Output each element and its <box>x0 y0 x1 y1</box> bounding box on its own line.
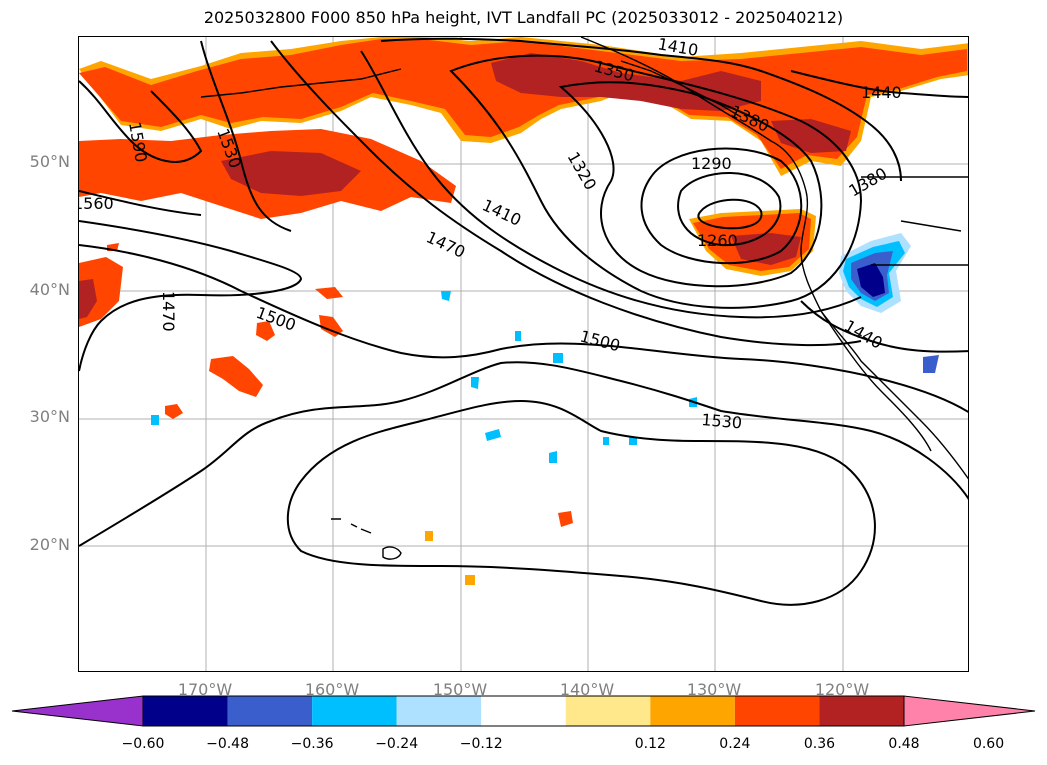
neg-small-4 <box>549 451 557 463</box>
colorbar-segment <box>227 696 313 726</box>
contour-label: 1320 <box>564 149 601 194</box>
lon-label-150w: 150°W <box>432 680 488 699</box>
colorbar-tick-label: 0.36 <box>803 736 836 752</box>
colorbar-segment <box>819 696 904 726</box>
contour-1320 <box>640 147 803 265</box>
red-band-north <box>79 39 967 169</box>
map-title: 2025032800 F000 850 hPa height, IVT Land… <box>203 8 844 27</box>
lon-label-140w: 140°W <box>559 680 615 699</box>
colorbar-tick-label: 0.48 <box>888 736 920 752</box>
patch-orange-8 <box>425 531 433 541</box>
west-edge-deep-red <box>79 279 97 319</box>
neg-small-3 <box>485 429 501 441</box>
patch-orange-2 <box>256 321 275 341</box>
contour-1500 <box>79 244 968 413</box>
colorbar-segment <box>396 696 482 726</box>
patch-orange-4 <box>315 287 343 299</box>
contour-label: 1500 <box>578 327 622 356</box>
neg-navy <box>857 263 885 297</box>
height-contours <box>79 37 968 606</box>
aleutians <box>200 68 402 98</box>
contour-label: 1440 <box>861 83 902 102</box>
contour-label: 1470 <box>423 227 468 261</box>
deep-red-band-ne <box>771 119 851 153</box>
colorbar-tick-label: −0.24 <box>375 736 419 752</box>
contour-1290 <box>677 172 782 247</box>
alaska-islands <box>620 60 742 118</box>
contour-label: 1560 <box>79 194 114 213</box>
neg-small-7 <box>603 437 609 445</box>
colorbar-segment <box>734 696 820 726</box>
colorbar-tick-label: −0.12 <box>459 736 503 752</box>
lon-label-160w: 160°W <box>304 680 360 699</box>
contour-label: 1290 <box>691 154 732 173</box>
colorbar-tick-label: −0.48 <box>206 736 249 752</box>
contour-label: 1410 <box>656 37 699 60</box>
colorbar-segment <box>312 696 397 726</box>
baja <box>820 310 932 452</box>
contour-1590 <box>79 80 203 163</box>
contour-1380 <box>449 54 863 309</box>
lon-label-130w: 130°W <box>686 680 742 699</box>
contour-1440 <box>790 70 968 98</box>
colorbar-tick-label: 0.60 <box>972 736 1005 752</box>
contour-1530b <box>79 361 968 547</box>
positive-shading <box>79 37 968 585</box>
colorbar-segment <box>650 696 735 726</box>
lon-label-170w: 170°W <box>177 680 233 699</box>
coastlines <box>200 37 968 560</box>
colorbar <box>11 695 1036 727</box>
contour-1470 <box>270 40 862 347</box>
colorbar-segment <box>565 696 651 726</box>
na-coast <box>580 37 968 480</box>
colorbar-max-arrow <box>903 695 1036 727</box>
patch-orange-5 <box>165 404 183 419</box>
map-panel: 1590 1530 1560 1470 1500 1470 1410 1350 … <box>78 36 969 672</box>
negative-shading <box>151 233 939 463</box>
map-canvas: 1590 1530 1560 1470 1500 1470 1410 1350 … <box>79 37 968 671</box>
patch-orange-6 <box>558 511 573 527</box>
contour-label: 1470 <box>159 291 178 332</box>
hawaii-islands <box>331 518 402 560</box>
deep-red-band-west <box>221 151 361 196</box>
colorbar-tick-label: −0.60 <box>121 736 165 752</box>
contour-1530a <box>200 40 292 232</box>
patch-orange-3 <box>319 315 343 337</box>
colorbar-segment <box>481 696 566 726</box>
colorbar-min-arrow <box>11 695 144 727</box>
neg-small-10 <box>515 331 521 341</box>
patch-orange-7 <box>465 575 475 585</box>
colorbar-tick-label: 0.12 <box>634 736 666 752</box>
contour-1260 <box>697 198 763 230</box>
contour-1410 <box>360 37 902 319</box>
neg-small-6 <box>629 437 637 445</box>
contour-1440b <box>800 300 968 353</box>
contour-1470b <box>79 220 303 372</box>
neg-east-patch <box>923 355 939 373</box>
contour-label: 1530 <box>701 410 743 432</box>
coast-ar-deep-red <box>731 233 801 265</box>
contour-label: 1260 <box>697 231 738 250</box>
contour-1530-inner <box>286 399 876 606</box>
contour-1560 <box>79 190 202 216</box>
lat-label-30n: 30°N <box>29 407 70 426</box>
lon-label-120w: 120°W <box>814 680 870 699</box>
colorbar-tick-label: −0.36 <box>290 736 334 752</box>
contour-label: 1440 <box>841 316 886 353</box>
neg-small-2 <box>471 377 479 389</box>
contour-1350 <box>558 81 823 288</box>
us-borders <box>861 176 968 266</box>
patch-orange-1 <box>209 356 263 397</box>
neg-small-5 <box>553 353 563 363</box>
colorbar-tick-label: 0.24 <box>719 736 751 752</box>
lat-label-40n: 40°N <box>29 280 70 299</box>
lat-label-50n: 50°N <box>29 152 70 171</box>
lat-label-20n: 20°N <box>29 535 70 554</box>
neg-small-9 <box>151 415 159 425</box>
neg-small-1 <box>441 291 451 301</box>
colorbar-segment <box>143 696 228 726</box>
